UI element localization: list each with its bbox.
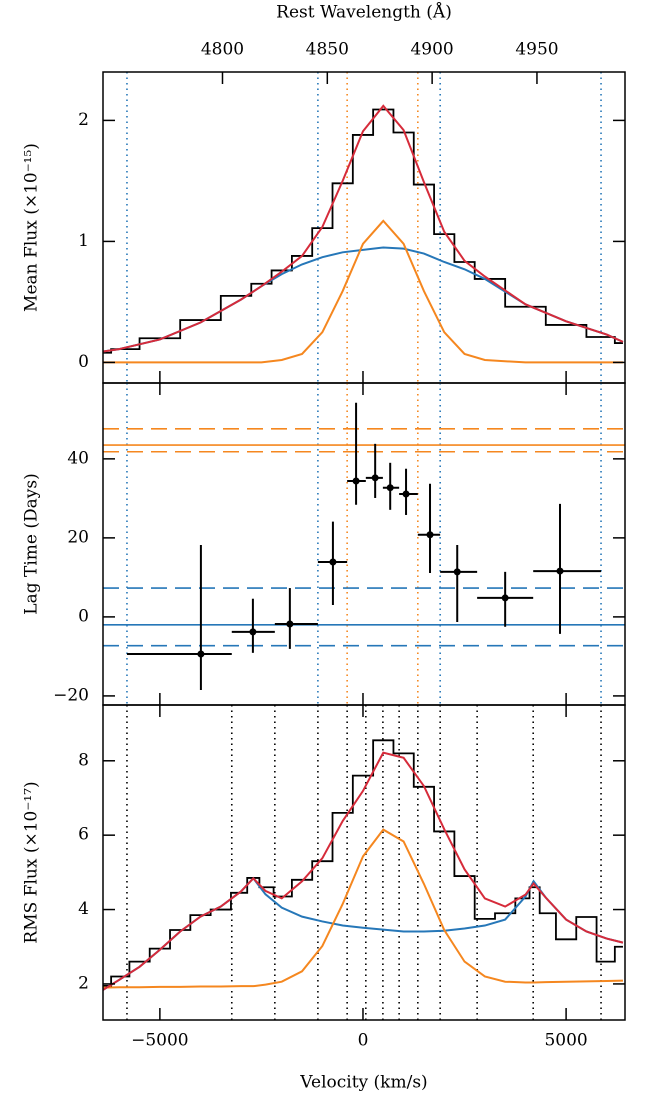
panel-frame xyxy=(102,71,626,384)
top-x-tick-label: 4800 xyxy=(201,40,244,60)
x-tick-label: 0 xyxy=(358,1031,369,1051)
y-axis-title: Mean Flux (×10⁻¹⁵) xyxy=(22,143,42,312)
y-tick-label: 4 xyxy=(78,899,89,919)
panel xyxy=(103,72,624,383)
data-point xyxy=(329,558,337,566)
y-tick-label: 6 xyxy=(78,825,89,845)
panel xyxy=(103,705,624,1020)
data-point xyxy=(197,650,205,658)
data-step-line xyxy=(103,108,623,354)
top-x-tick-label: 4900 xyxy=(410,40,453,60)
data-point xyxy=(249,628,257,636)
data-point xyxy=(386,484,394,492)
y-axis-title: RMS Flux (×10⁻¹⁷) xyxy=(22,781,42,943)
y-tick-label: 8 xyxy=(78,750,89,770)
data-point xyxy=(402,490,410,498)
y-tick-label: 40 xyxy=(67,448,89,468)
y-axis-title: Lag Time (Days) xyxy=(22,473,42,614)
top-x-tick-label: 4950 xyxy=(515,40,558,60)
panel xyxy=(103,383,625,705)
data-point xyxy=(286,620,294,628)
top-x-tick-label: 4850 xyxy=(306,40,349,60)
y-tick-label: 2 xyxy=(78,110,89,130)
x-axis-title: Velocity (km/s) xyxy=(299,1073,427,1093)
data-point xyxy=(556,567,564,575)
y-tick-label: 2 xyxy=(78,973,89,993)
y-tick-label: −20 xyxy=(53,685,89,705)
x-tick-label: 5000 xyxy=(544,1031,587,1051)
x-tick-label: −5000 xyxy=(131,1031,189,1051)
panel-frame xyxy=(102,382,626,706)
model-curve xyxy=(103,828,623,989)
data-point xyxy=(352,477,360,485)
top-axis-title: Rest Wavelength (Å) xyxy=(276,2,452,23)
model-curve xyxy=(103,219,623,364)
model-curve xyxy=(103,104,624,353)
model-curve xyxy=(103,751,624,991)
data-point xyxy=(453,568,461,576)
data-step-line xyxy=(103,739,623,987)
data-point xyxy=(501,594,509,602)
model-curve xyxy=(103,876,624,991)
y-tick-label: 0 xyxy=(78,352,89,372)
y-tick-label: 20 xyxy=(67,527,89,547)
data-point xyxy=(426,531,434,539)
y-tick-label: 1 xyxy=(78,231,89,251)
y-tick-label: 0 xyxy=(78,606,89,626)
panel-frame xyxy=(102,704,626,1021)
data-point xyxy=(371,474,379,482)
